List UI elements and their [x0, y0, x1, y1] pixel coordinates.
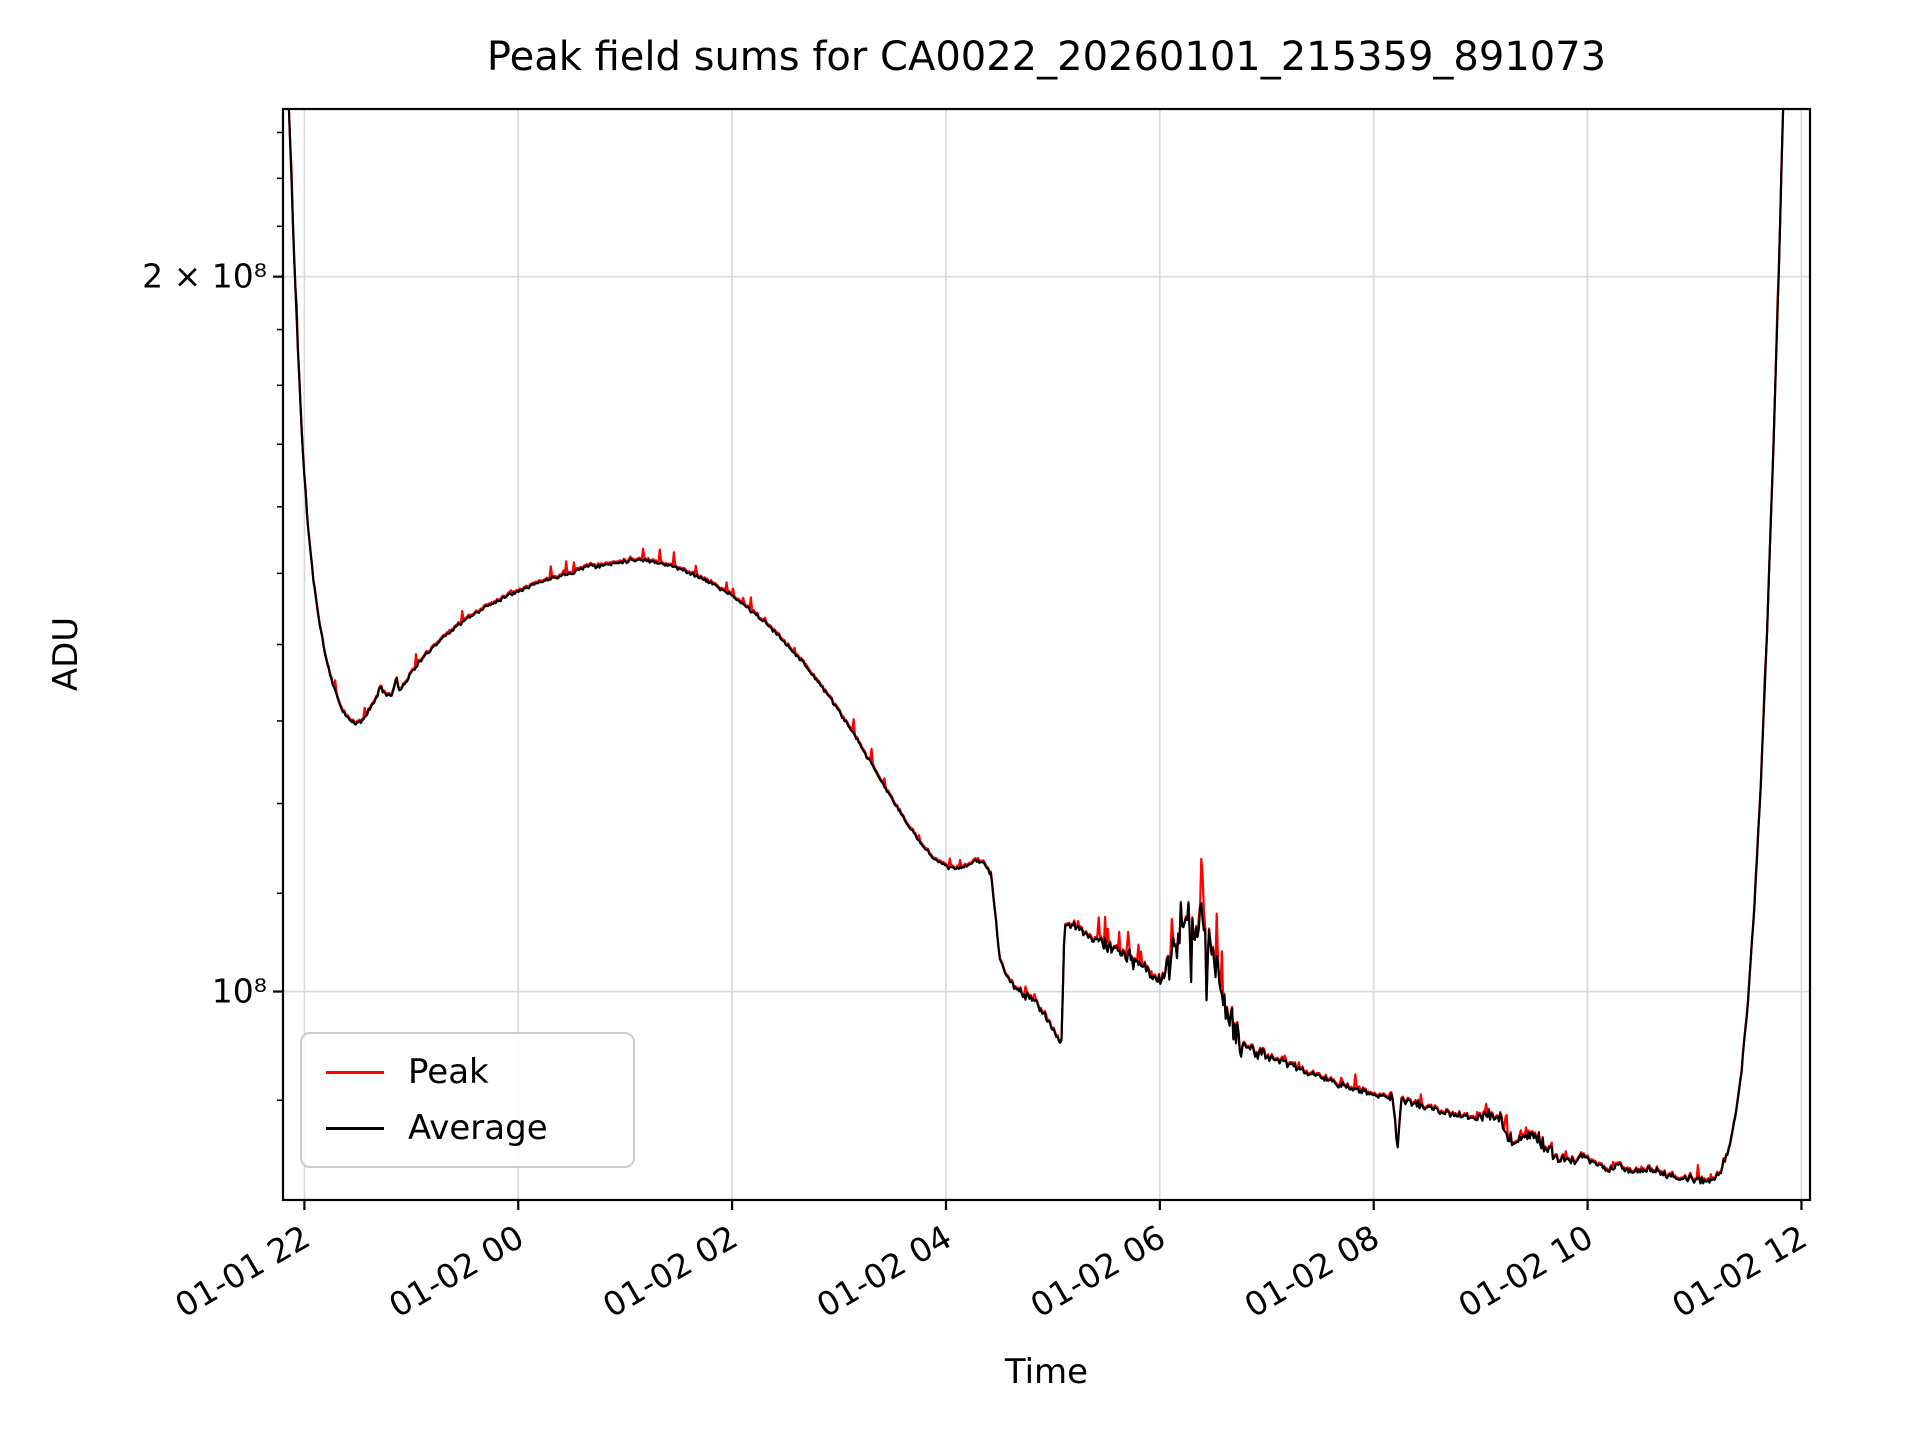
- x-tick-label: 01-02 08: [1238, 1217, 1386, 1325]
- legend-item-peak: Peak: [326, 1052, 599, 1092]
- tick-marks: [273, 275, 1803, 1210]
- peak-line-swatch: [326, 1070, 384, 1074]
- series-layer: [287, 109, 1785, 1185]
- legend-item-average: Average: [326, 1108, 599, 1148]
- average-line-swatch: [326, 1126, 384, 1130]
- y-axis-label: ADU: [46, 616, 86, 692]
- x-axis-label: Time: [1004, 1352, 1089, 1392]
- legend-label-average: Average: [408, 1108, 548, 1148]
- legend-label-peak: Peak: [408, 1052, 489, 1092]
- x-tick-label: 01-02 12: [1665, 1217, 1813, 1325]
- legend: Peak Average: [300, 1032, 635, 1168]
- average-series-line: [287, 109, 1785, 1185]
- x-tick-label: 01-02 02: [596, 1217, 744, 1325]
- x-tick-label: 01-02 06: [1024, 1217, 1172, 1325]
- chart-title: Peak field sums for CA0022_20260101_2153…: [486, 34, 1607, 80]
- plot-border: [281, 107, 1812, 1202]
- x-tick-label: 01-01 22: [168, 1217, 316, 1325]
- x-tick-label: 01-02 10: [1452, 1217, 1600, 1325]
- gridlines: [283, 109, 1810, 1200]
- y-tick-label: 2 × 10⁸: [142, 257, 267, 296]
- x-tick-label: 01-02 04: [810, 1217, 958, 1325]
- x-tick-label: 01-02 00: [382, 1217, 530, 1325]
- minor-tick-marks: [277, 131, 283, 1101]
- y-tick-label: 10⁸: [212, 972, 267, 1011]
